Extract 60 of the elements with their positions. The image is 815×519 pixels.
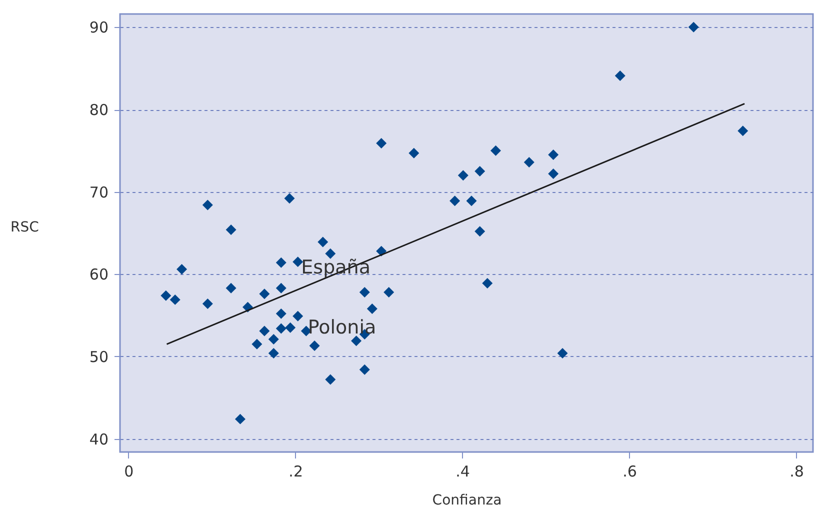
point — [226, 282, 236, 294]
point — [202, 298, 213, 310]
point — [450, 196, 460, 206]
x-tick-label: 0 — [124, 462, 134, 480]
annotation: Polonia — [308, 316, 376, 339]
point — [366, 304, 378, 314]
point — [259, 288, 270, 300]
x-tick-label: .4 — [456, 462, 470, 480]
y-tick-label: 40 — [89, 430, 108, 448]
point — [548, 168, 559, 179]
x-tick-label: .2 — [288, 462, 303, 480]
point — [376, 138, 387, 149]
point — [309, 340, 320, 352]
point — [490, 145, 501, 156]
point — [557, 348, 568, 358]
point — [276, 323, 286, 334]
point — [276, 282, 286, 294]
point — [384, 287, 394, 298]
point — [259, 326, 270, 336]
point — [408, 148, 420, 158]
point — [524, 156, 534, 168]
point — [292, 256, 304, 268]
point — [276, 257, 286, 268]
point — [548, 150, 559, 160]
point — [482, 278, 493, 288]
point — [160, 290, 172, 301]
point — [325, 374, 336, 385]
point — [170, 294, 180, 305]
point — [252, 338, 262, 350]
y-tick-label: 80 — [89, 101, 108, 120]
point — [276, 308, 286, 319]
point — [226, 224, 236, 235]
point — [285, 322, 296, 333]
y-tick-label: 70 — [89, 183, 108, 202]
x-tick-label: .8 — [790, 462, 804, 480]
x-tick-label: .6 — [622, 462, 637, 480]
point — [234, 414, 246, 424]
point — [284, 193, 295, 204]
point — [474, 226, 486, 237]
y-tick-label: 50 — [89, 348, 108, 366]
point — [268, 348, 279, 358]
y-tick-label: 60 — [89, 266, 108, 284]
point — [325, 248, 336, 259]
point — [359, 287, 370, 298]
point — [474, 166, 486, 176]
point — [318, 236, 328, 248]
point — [268, 334, 279, 344]
point — [458, 170, 468, 181]
point — [351, 336, 362, 346]
point — [176, 264, 188, 274]
point — [738, 126, 748, 136]
x-axis-title: Confianza — [432, 492, 502, 508]
point — [359, 364, 370, 375]
point — [202, 200, 213, 210]
y-axis-title: RSC — [10, 220, 40, 236]
y-tick-label: 90 — [89, 18, 108, 37]
point — [292, 310, 304, 322]
point — [688, 22, 699, 32]
point — [466, 196, 477, 206]
point — [614, 70, 626, 81]
